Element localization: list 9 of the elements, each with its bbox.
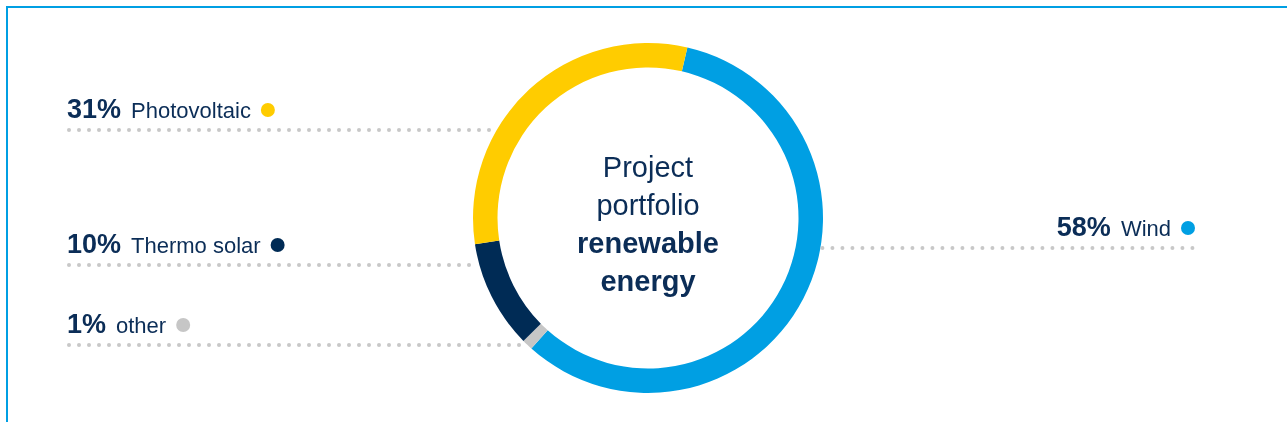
text: renewable energy <box>576 226 720 299</box>
legend-label: Photovoltaic <box>131 98 251 123</box>
legend-label: Wind <box>1120 216 1171 241</box>
data-label: 10% <box>67 229 122 259</box>
data-label: 58% <box>1056 212 1111 242</box>
legend-label: Thermo solar <box>131 233 261 258</box>
legend-label: other <box>116 313 167 338</box>
data-label: 31% <box>67 94 122 124</box>
data-label: 1% <box>67 309 107 339</box>
